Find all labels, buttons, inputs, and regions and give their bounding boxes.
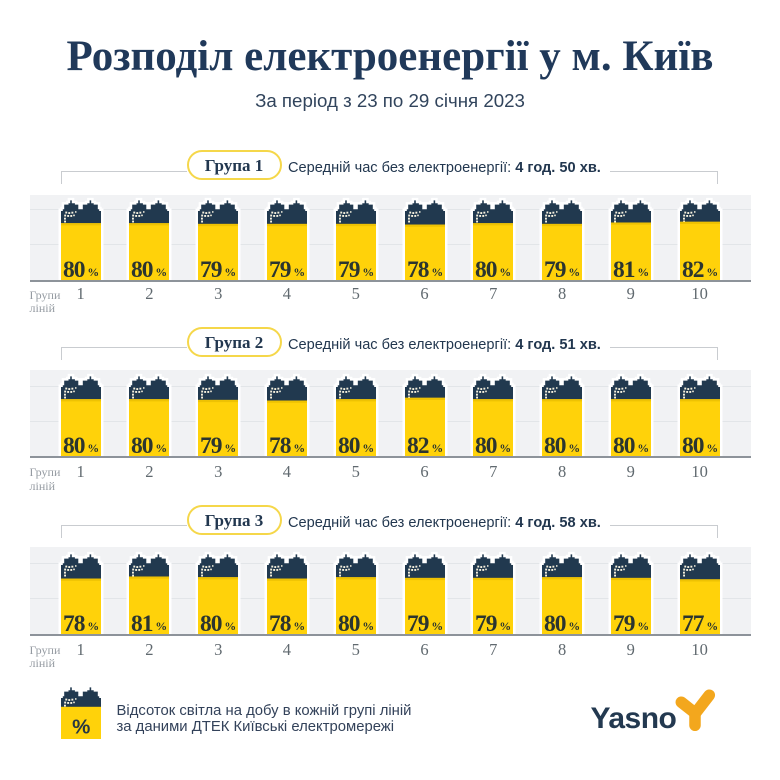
svg-text:%: % (87, 265, 99, 279)
svg-text:%: % (225, 265, 237, 279)
svg-text:%: % (568, 265, 580, 279)
svg-text:80: 80 (682, 433, 705, 456)
svg-text:%: % (87, 441, 99, 455)
svg-text:%: % (87, 618, 99, 632)
svg-text:82: 82 (407, 433, 430, 456)
svg-text:80: 80 (338, 610, 361, 633)
svg-text:78: 78 (63, 610, 86, 633)
svg-text:79: 79 (475, 610, 498, 633)
svg-text:%: % (500, 441, 512, 455)
svg-text:%: % (568, 441, 580, 455)
svg-text:%: % (362, 441, 374, 455)
svg-text:%: % (293, 441, 305, 455)
svg-text:78: 78 (407, 257, 430, 280)
svg-text:82: 82 (682, 257, 705, 280)
svg-text:%: % (706, 618, 718, 632)
svg-text:%: % (225, 441, 237, 455)
svg-text:%: % (225, 618, 237, 632)
svg-text:78: 78 (269, 610, 292, 633)
svg-text:%: % (500, 265, 512, 279)
svg-text:%: % (362, 618, 374, 632)
svg-text:%: % (362, 265, 374, 279)
svg-text:%: % (637, 265, 649, 279)
svg-text:%: % (156, 618, 168, 632)
svg-text:%: % (156, 441, 168, 455)
svg-text:80: 80 (338, 433, 361, 456)
svg-text:80: 80 (63, 433, 86, 456)
svg-text:81: 81 (613, 257, 636, 280)
svg-text:80: 80 (63, 257, 86, 280)
svg-text:80: 80 (613, 433, 636, 456)
svg-text:79: 79 (407, 610, 430, 633)
svg-text:%: % (72, 715, 90, 738)
svg-text:80: 80 (544, 610, 567, 633)
svg-text:79: 79 (200, 257, 223, 280)
svg-text:%: % (156, 265, 168, 279)
svg-text:%: % (431, 618, 443, 632)
svg-text:80: 80 (131, 433, 154, 456)
svg-text:79: 79 (544, 257, 567, 280)
svg-text:80: 80 (200, 610, 223, 633)
svg-text:79: 79 (200, 433, 223, 456)
svg-text:%: % (293, 618, 305, 632)
svg-text:79: 79 (613, 610, 636, 633)
svg-text:80: 80 (475, 257, 498, 280)
svg-text:79: 79 (269, 257, 292, 280)
svg-text:77: 77 (682, 610, 705, 633)
svg-text:%: % (637, 618, 649, 632)
svg-text:78: 78 (269, 433, 292, 456)
svg-text:79: 79 (338, 257, 361, 280)
svg-text:%: % (706, 265, 718, 279)
svg-text:%: % (568, 618, 580, 632)
svg-text:%: % (431, 441, 443, 455)
svg-text:81: 81 (131, 610, 154, 633)
svg-text:%: % (706, 441, 718, 455)
svg-text:%: % (637, 441, 649, 455)
svg-text:80: 80 (475, 433, 498, 456)
svg-text:%: % (431, 265, 443, 279)
svg-text:%: % (293, 265, 305, 279)
svg-text:%: % (500, 618, 512, 632)
svg-text:80: 80 (544, 433, 567, 456)
svg-text:80: 80 (131, 257, 154, 280)
